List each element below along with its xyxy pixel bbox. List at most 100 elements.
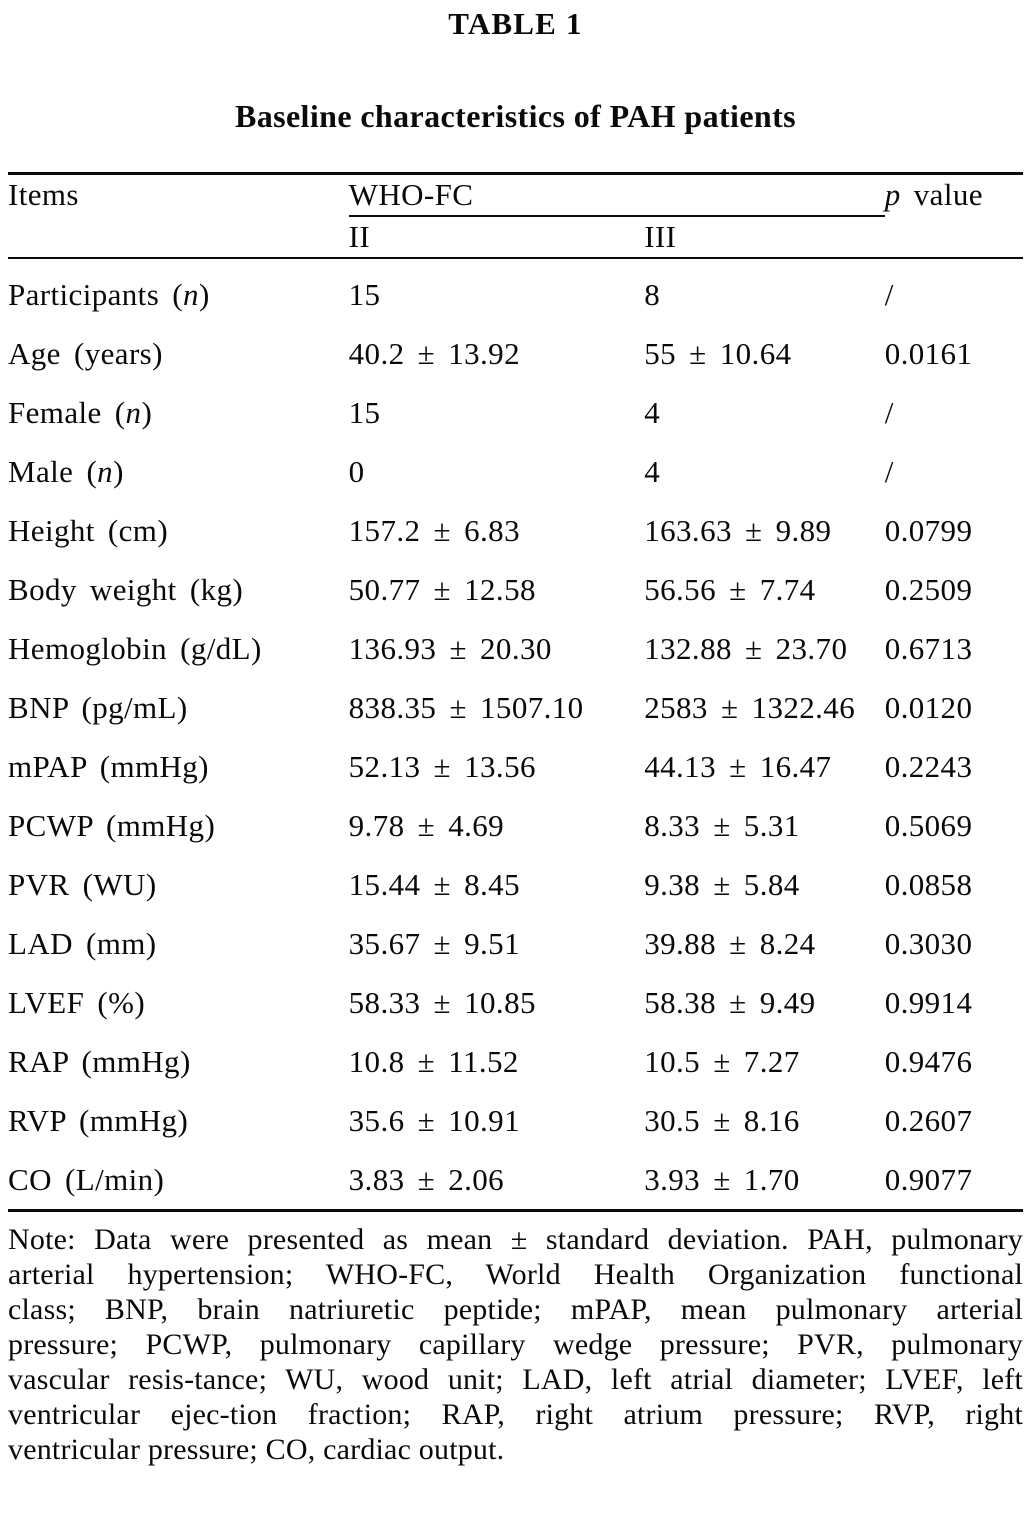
p-value-cell: 0.5069 bbox=[884, 807, 973, 843]
table-number-heading: TABLE 1 bbox=[448, 6, 583, 41]
row-label-cell: RVP (mmHg) bbox=[8, 1091, 349, 1150]
value-cell-iii: 4 bbox=[644, 453, 661, 489]
p-value-cell: 0.0120 bbox=[884, 689, 973, 725]
table-header: Items WHO-FC p value II III bbox=[8, 173, 1023, 259]
row-label: RAP (mmHg) bbox=[8, 1043, 191, 1079]
row-label-cell: LVEF (%) bbox=[8, 973, 349, 1032]
row-label-cell: Height (cm) bbox=[8, 501, 349, 560]
footnote-line: ventricular ejec-tion fraction; RAP, rig… bbox=[8, 1398, 1023, 1431]
p-italic: p bbox=[884, 177, 901, 212]
table-row: Body weight (kg) 50.77 ± 12.58 56.56 ± 7… bbox=[8, 560, 1023, 619]
table-row: Hemoglobin (g/dL) 136.93 ± 20.30 132.88 … bbox=[8, 619, 1023, 678]
footnote-line: class; BNP, brain natriuretic peptide; m… bbox=[8, 1293, 1023, 1326]
row-label: RVP (mmHg) bbox=[8, 1102, 189, 1138]
footnote-line: ventricular pressure; CO, cardiac output… bbox=[8, 1433, 505, 1466]
p-value-cell: 0.0799 bbox=[884, 512, 973, 548]
row-label-cell: PCWP (mmHg) bbox=[8, 796, 349, 855]
table-footnote: Note: Data were presented as mean ± stan… bbox=[8, 1222, 1023, 1467]
row-label-italic: n bbox=[97, 453, 114, 489]
value-cell-ii: 50.77 ± 12.58 bbox=[348, 571, 536, 607]
value-cell-ii: 838.35 ± 1507.10 bbox=[348, 689, 584, 725]
row-label: Participants ( bbox=[8, 276, 184, 312]
value-cell-ii: 15 bbox=[348, 276, 381, 312]
value-cell-ii: 15 bbox=[348, 394, 381, 430]
p-value-cell: / bbox=[884, 453, 894, 489]
value-cell-iii: 56.56 ± 7.74 bbox=[644, 571, 816, 607]
table-row: LAD (mm) 35.67 ± 9.51 39.88 ± 8.24 0.303… bbox=[8, 914, 1023, 973]
p-value-rest: value bbox=[900, 177, 983, 212]
p-value-cell: / bbox=[884, 394, 894, 430]
row-label: BNP (pg/mL) bbox=[8, 689, 188, 725]
row-label-cell: RAP (mmHg) bbox=[8, 1032, 349, 1091]
row-label: Female ( bbox=[8, 394, 126, 430]
value-cell-iii: 132.88 ± 23.70 bbox=[644, 630, 848, 666]
row-label-cell: LAD (mm) bbox=[8, 914, 349, 973]
row-label: CO (L/min) bbox=[8, 1161, 165, 1197]
p-value-cell: 0.9914 bbox=[884, 984, 973, 1020]
value-cell-iii: 2583 ± 1322.46 bbox=[644, 689, 856, 725]
row-label: LAD (mm) bbox=[8, 925, 157, 961]
table-row: CO (L/min) 3.83 ± 2.06 3.93 ± 1.70 0.907… bbox=[8, 1150, 1023, 1211]
table-row: RVP (mmHg) 35.6 ± 10.91 30.5 ± 8.16 0.26… bbox=[8, 1091, 1023, 1150]
value-cell-ii: 9.78 ± 4.69 bbox=[348, 807, 505, 843]
p-value-cell: 0.9077 bbox=[884, 1161, 973, 1197]
value-cell-iii: 163.63 ± 9.89 bbox=[644, 512, 832, 548]
value-cell-iii: 39.88 ± 8.24 bbox=[644, 925, 816, 961]
row-label-close: ) bbox=[198, 276, 210, 312]
value-cell-iii: 44.13 ± 16.47 bbox=[644, 748, 832, 784]
value-cell-ii: 40.2 ± 13.92 bbox=[348, 335, 520, 371]
table-row: RAP (mmHg) 10.8 ± 11.52 10.5 ± 7.27 0.94… bbox=[8, 1032, 1023, 1091]
row-label-italic: n bbox=[125, 394, 142, 430]
value-cell-iii: 55 ± 10.64 bbox=[644, 335, 792, 371]
table-row: PVR (WU) 15.44 ± 8.45 9.38 ± 5.84 0.0858 bbox=[8, 855, 1023, 914]
value-cell-ii: 10.8 ± 11.52 bbox=[348, 1043, 519, 1079]
table-row: mPAP (mmHg) 52.13 ± 13.56 44.13 ± 16.47 … bbox=[8, 737, 1023, 796]
column-header-p-value: p value bbox=[884, 173, 1023, 259]
table-caption: Baseline characteristics of PAH patients bbox=[234, 98, 797, 134]
value-cell-iii: 8.33 ± 5.31 bbox=[644, 807, 800, 843]
table-row: LVEF (%) 58.33 ± 10.85 58.38 ± 9.49 0.99… bbox=[8, 973, 1023, 1032]
value-cell-ii: 136.93 ± 20.30 bbox=[348, 630, 552, 666]
baseline-characteristics-table: Items WHO-FC p value II III Participants… bbox=[8, 172, 1023, 1212]
value-cell-ii: 0 bbox=[348, 453, 365, 489]
table-row: Male (n) 0 4 / bbox=[8, 442, 1023, 501]
row-label-cell: BNP (pg/mL) bbox=[8, 678, 349, 737]
footnote-line: Note: Data were presented as mean ± stan… bbox=[8, 1223, 1023, 1256]
value-cell-ii: 35.67 ± 9.51 bbox=[348, 925, 520, 961]
row-label-cell: mPAP (mmHg) bbox=[8, 737, 349, 796]
value-cell-iii: 30.5 ± 8.16 bbox=[644, 1102, 800, 1138]
value-cell-ii: 157.2 ± 6.83 bbox=[348, 512, 520, 548]
p-value-cell: 0.9476 bbox=[884, 1043, 973, 1079]
value-cell-iii: 58.38 ± 9.49 bbox=[644, 984, 816, 1020]
row-label: Age (years) bbox=[8, 335, 163, 371]
value-cell-ii: 3.83 ± 2.06 bbox=[348, 1161, 505, 1197]
value-cell-ii: 15.44 ± 8.45 bbox=[348, 866, 520, 902]
column-header-items: Items bbox=[8, 173, 349, 259]
row-label-cell: Body weight (kg) bbox=[8, 560, 349, 619]
row-label: Hemoglobin (g/dL) bbox=[8, 630, 262, 666]
p-value-cell: 0.2607 bbox=[884, 1102, 973, 1138]
value-cell-ii: 58.33 ± 10.85 bbox=[348, 984, 536, 1020]
p-value-cell: 0.2243 bbox=[884, 748, 973, 784]
row-label-cell: Male (n) bbox=[8, 442, 349, 501]
table-row: PCWP (mmHg) 9.78 ± 4.69 8.33 ± 5.31 0.50… bbox=[8, 796, 1023, 855]
table-row: Height (cm) 157.2 ± 6.83 163.63 ± 9.89 0… bbox=[8, 501, 1023, 560]
footnote-line: vascular resis-tance; WU, wood unit; LAD… bbox=[8, 1363, 1023, 1396]
value-cell-iii: 3.93 ± 1.70 bbox=[644, 1161, 800, 1197]
value-cell-iii: 10.5 ± 7.27 bbox=[644, 1043, 800, 1079]
footnote-line: arterial hypertension; WHO-FC, World Hea… bbox=[8, 1258, 1023, 1291]
row-label-italic: n bbox=[183, 276, 199, 312]
row-label-close: ) bbox=[141, 394, 153, 430]
row-label-cell: PVR (WU) bbox=[8, 855, 349, 914]
p-value-cell: 0.2509 bbox=[884, 571, 973, 607]
p-value-cell: 0.0161 bbox=[884, 335, 973, 371]
table-header-row-2: II III bbox=[8, 216, 1023, 259]
column-header-class-ii: II bbox=[348, 216, 645, 259]
row-label: mPAP (mmHg) bbox=[8, 748, 209, 784]
row-label-cell: Participants (n) bbox=[8, 258, 349, 324]
p-value-cell: 0.6713 bbox=[884, 630, 973, 666]
row-label-cell: Female (n) bbox=[8, 383, 349, 442]
column-header-who-fc: WHO-FC bbox=[348, 173, 885, 217]
column-header-class-iii: III bbox=[644, 216, 885, 259]
